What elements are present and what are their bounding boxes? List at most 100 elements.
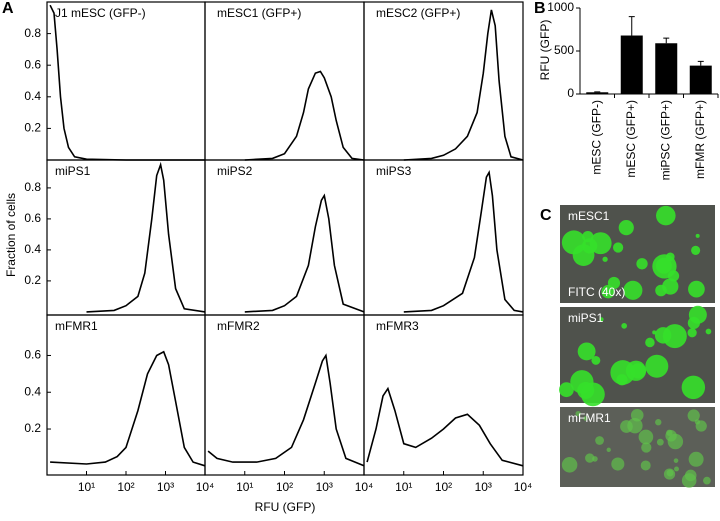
cell-colony (663, 468, 676, 480)
cell-colony (575, 410, 581, 417)
plot-frame (363, 314, 524, 476)
x-tick-label: 10¹ (236, 480, 253, 494)
plot-frame (363, 159, 524, 316)
x-tick-label: 10¹ (78, 480, 95, 494)
chart-title: miPS1 (55, 164, 91, 178)
cell-colony (599, 317, 604, 322)
y-tick-label: 0.2 (24, 121, 41, 135)
cell-colony (687, 409, 700, 422)
chart-title: mESC2 (GFP+) (376, 6, 460, 20)
cell-colony (640, 460, 651, 471)
cell-colony (611, 457, 625, 471)
cell-colony (641, 442, 652, 453)
histogram-line (403, 9, 524, 161)
image-label: mESC1 (568, 209, 610, 223)
cell-colony (705, 328, 712, 335)
y-tick-label: 0.6 (24, 211, 41, 225)
cell-colony (616, 374, 628, 386)
cell-colony (666, 429, 673, 436)
cell-colony (655, 284, 667, 297)
error-bar (663, 37, 670, 44)
panel-label: C (540, 207, 552, 224)
cell-colony (656, 438, 664, 446)
histogram-line (403, 169, 524, 313)
chart-title: mFMR3 (376, 319, 419, 333)
cell-colony (625, 360, 647, 381)
y-tick-label: 1000 (547, 0, 574, 14)
histogram-line (244, 70, 365, 161)
x-tick-label: miPSC (GFP+) (658, 100, 672, 180)
y-tick-label: 0.8 (24, 180, 41, 194)
cell-colony (655, 419, 662, 426)
y-tick-label: 0.4 (24, 384, 41, 398)
chart-title: mESC1 (GFP+) (217, 6, 301, 20)
histogram-line (366, 386, 524, 467)
cell-colony (602, 256, 608, 262)
bar (655, 43, 678, 94)
error-bar (697, 60, 704, 66)
cell-colony (638, 429, 654, 445)
chart-title: miPS3 (376, 164, 412, 178)
cell-colony (577, 342, 596, 361)
cell-colony (695, 420, 707, 432)
cell-colony (656, 205, 676, 226)
cell-colony (691, 245, 701, 255)
plot-frame (46, 314, 206, 476)
x-tick-label: 10² (117, 480, 134, 494)
cell-colony (612, 242, 624, 253)
cell-colony (561, 230, 586, 255)
x-tick-label: mESC (GFP+) (624, 100, 638, 178)
cell-colony (674, 466, 679, 472)
image-note: FITC (40x) (568, 285, 625, 299)
cell-colony (583, 416, 588, 421)
x-tick-label: 10³ (475, 480, 492, 494)
plot-frame (46, 1, 206, 161)
y-tick-label: 0.8 (24, 26, 41, 40)
y-axis-label: Fraction of cells (4, 193, 18, 277)
histogram-line (207, 353, 365, 467)
cell-colony (695, 233, 700, 238)
panel-label: A (2, 0, 14, 17)
y-tick-label: 0.4 (24, 242, 41, 256)
x-tick-label: mFMR (GFP+) (693, 100, 707, 179)
histogram-line (49, 4, 205, 161)
cell-colony (681, 375, 706, 400)
cell-colony (645, 354, 669, 378)
x-tick-label: 10³ (316, 480, 333, 494)
cell-colony (591, 355, 601, 365)
cell-colony (688, 305, 707, 324)
cell-colony (592, 456, 598, 462)
cell-colony (618, 219, 634, 236)
cell-colony (703, 476, 711, 485)
y-tick-label: 0.2 (24, 421, 41, 435)
error-bar (628, 16, 635, 36)
bar (620, 35, 643, 94)
cell-colony (687, 328, 697, 338)
image-label: mFMR1 (568, 411, 611, 425)
cell-colony (581, 382, 605, 407)
panel-label: B (534, 0, 546, 17)
cell-colony (684, 469, 697, 482)
image-label: miPS1 (568, 311, 604, 325)
chart-title: mFMR2 (217, 319, 260, 333)
cell-colony (627, 418, 643, 434)
histogram-line (86, 161, 206, 313)
cell-colony (623, 280, 643, 300)
plot-frame (46, 159, 206, 316)
x-tick-label: 10³ (157, 480, 174, 494)
y-tick-label: 500 (554, 43, 574, 57)
x-tick-label: 10⁴ (196, 480, 215, 494)
y-tick-label: 0.6 (24, 57, 41, 71)
cell-colony (606, 447, 611, 452)
cell-colony (652, 254, 677, 279)
cell-colony (636, 258, 648, 270)
plot-frame (204, 314, 365, 476)
cell-colony (621, 323, 628, 329)
bar (586, 92, 609, 94)
x-axis-label: RFU (GFP) (255, 500, 316, 514)
histogram-line (244, 193, 365, 313)
bar (689, 65, 712, 94)
x-tick-label: 10² (276, 480, 293, 494)
chart-title: miPS2 (217, 164, 253, 178)
chart-title: J1 mESC (GFP-) (55, 6, 146, 20)
